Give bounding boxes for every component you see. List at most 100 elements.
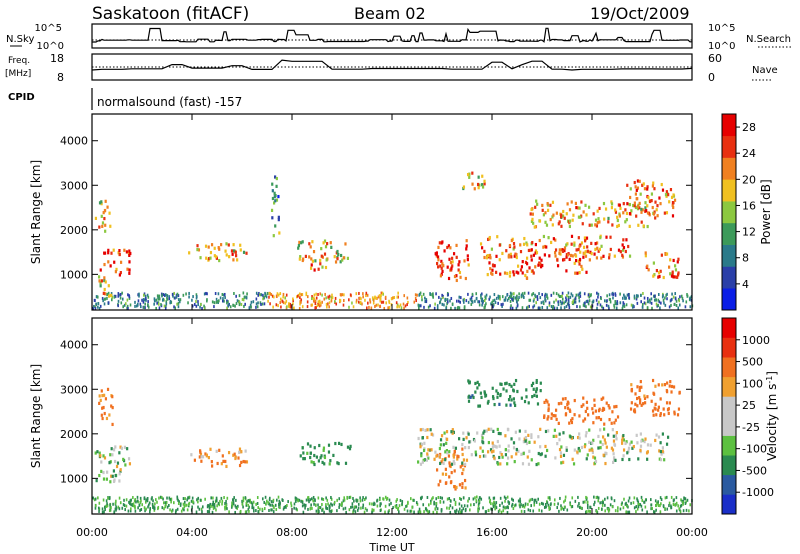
data-cell bbox=[509, 299, 512, 303]
data-cell bbox=[201, 510, 203, 514]
data-cell bbox=[289, 302, 292, 306]
data-cell bbox=[117, 294, 120, 298]
data-cell bbox=[132, 504, 135, 508]
data-cell bbox=[536, 202, 539, 206]
data-cell bbox=[206, 292, 208, 296]
data-cell bbox=[300, 499, 302, 503]
data-cell bbox=[665, 194, 668, 198]
data-cell bbox=[565, 448, 568, 452]
data-cell bbox=[124, 508, 127, 512]
data-cell bbox=[602, 453, 605, 457]
data-cell bbox=[545, 245, 548, 249]
data-cell bbox=[234, 504, 237, 508]
data-cell bbox=[445, 306, 447, 310]
data-cell bbox=[531, 395, 534, 399]
data-cell bbox=[468, 175, 471, 179]
data-cell bbox=[569, 503, 572, 507]
data-cell bbox=[572, 213, 575, 217]
data-cell bbox=[450, 470, 453, 475]
data-cell bbox=[638, 396, 641, 400]
data-cell bbox=[134, 506, 136, 510]
data-cell bbox=[206, 510, 209, 514]
data-cell bbox=[406, 303, 408, 307]
data-cell bbox=[492, 299, 494, 303]
data-cell bbox=[98, 279, 101, 283]
data-cell bbox=[584, 500, 586, 504]
data-cell bbox=[99, 268, 102, 272]
data-cell bbox=[614, 509, 617, 513]
data-cell bbox=[624, 220, 627, 224]
data-cell bbox=[672, 201, 675, 205]
data-cell bbox=[551, 200, 555, 204]
data-cell bbox=[453, 485, 456, 489]
data-cell bbox=[476, 386, 479, 390]
data-cell bbox=[173, 291, 175, 295]
data-cell bbox=[331, 293, 333, 297]
data-cell bbox=[499, 432, 502, 436]
data-cell bbox=[437, 483, 440, 487]
data-cell bbox=[361, 498, 364, 502]
data-cell bbox=[364, 298, 366, 302]
data-cell bbox=[306, 442, 310, 446]
data-cell bbox=[476, 380, 479, 385]
data-cell bbox=[275, 303, 278, 307]
data-cell bbox=[568, 208, 572, 212]
data-cell bbox=[372, 301, 375, 305]
data-cell bbox=[544, 220, 547, 224]
data-cell bbox=[428, 448, 432, 452]
data-cell bbox=[578, 257, 582, 262]
data-cell bbox=[571, 457, 574, 461]
data-cell bbox=[418, 306, 420, 310]
data-cell bbox=[217, 246, 220, 250]
data-cell bbox=[420, 454, 423, 458]
nsearch-label: N.Search bbox=[746, 34, 791, 45]
data-cell bbox=[98, 451, 101, 455]
data-cell bbox=[566, 294, 568, 298]
data-cell bbox=[232, 453, 235, 457]
data-cell bbox=[274, 224, 277, 228]
data-cell bbox=[219, 499, 221, 503]
data-cell bbox=[197, 303, 199, 307]
data-cell bbox=[626, 451, 629, 455]
colorbar-segment bbox=[722, 474, 736, 495]
data-cell bbox=[297, 294, 299, 298]
data-cell bbox=[487, 440, 490, 445]
data-cell bbox=[667, 411, 670, 416]
data-cell bbox=[104, 292, 107, 296]
data-cell bbox=[515, 297, 518, 301]
data-cell bbox=[304, 503, 307, 507]
data-cell bbox=[312, 299, 315, 303]
data-cell bbox=[622, 202, 625, 206]
data-cell bbox=[215, 508, 217, 512]
y-tick-label: 2000 bbox=[60, 224, 88, 237]
data-cell bbox=[307, 507, 309, 511]
data-cell bbox=[424, 296, 426, 300]
data-cell bbox=[339, 293, 342, 297]
data-cell bbox=[119, 271, 122, 275]
data-cell bbox=[475, 499, 478, 503]
data-cell bbox=[285, 293, 288, 297]
data-cell bbox=[109, 264, 112, 268]
data-cell bbox=[433, 306, 436, 310]
data-cell bbox=[548, 303, 551, 307]
data-cell bbox=[573, 413, 576, 417]
data-cell bbox=[638, 385, 642, 390]
data-cell bbox=[538, 238, 541, 243]
data-cell bbox=[328, 294, 331, 298]
data-cell bbox=[664, 303, 667, 307]
data-cell bbox=[211, 510, 214, 514]
data-cell bbox=[417, 303, 420, 307]
data-cell bbox=[492, 305, 494, 309]
data-cell bbox=[574, 271, 577, 275]
data-cell bbox=[665, 293, 667, 297]
data-cell bbox=[481, 436, 484, 440]
data-cell bbox=[640, 439, 643, 443]
data-cell bbox=[195, 510, 198, 514]
data-cell bbox=[573, 448, 576, 452]
velocity-y-axis-label: Slant Range [km] bbox=[29, 364, 43, 468]
data-cell bbox=[650, 297, 653, 301]
x-tick-label: 00:00 bbox=[76, 526, 108, 539]
data-cell bbox=[637, 294, 639, 298]
data-cell bbox=[106, 296, 108, 300]
data-cell bbox=[411, 505, 413, 509]
